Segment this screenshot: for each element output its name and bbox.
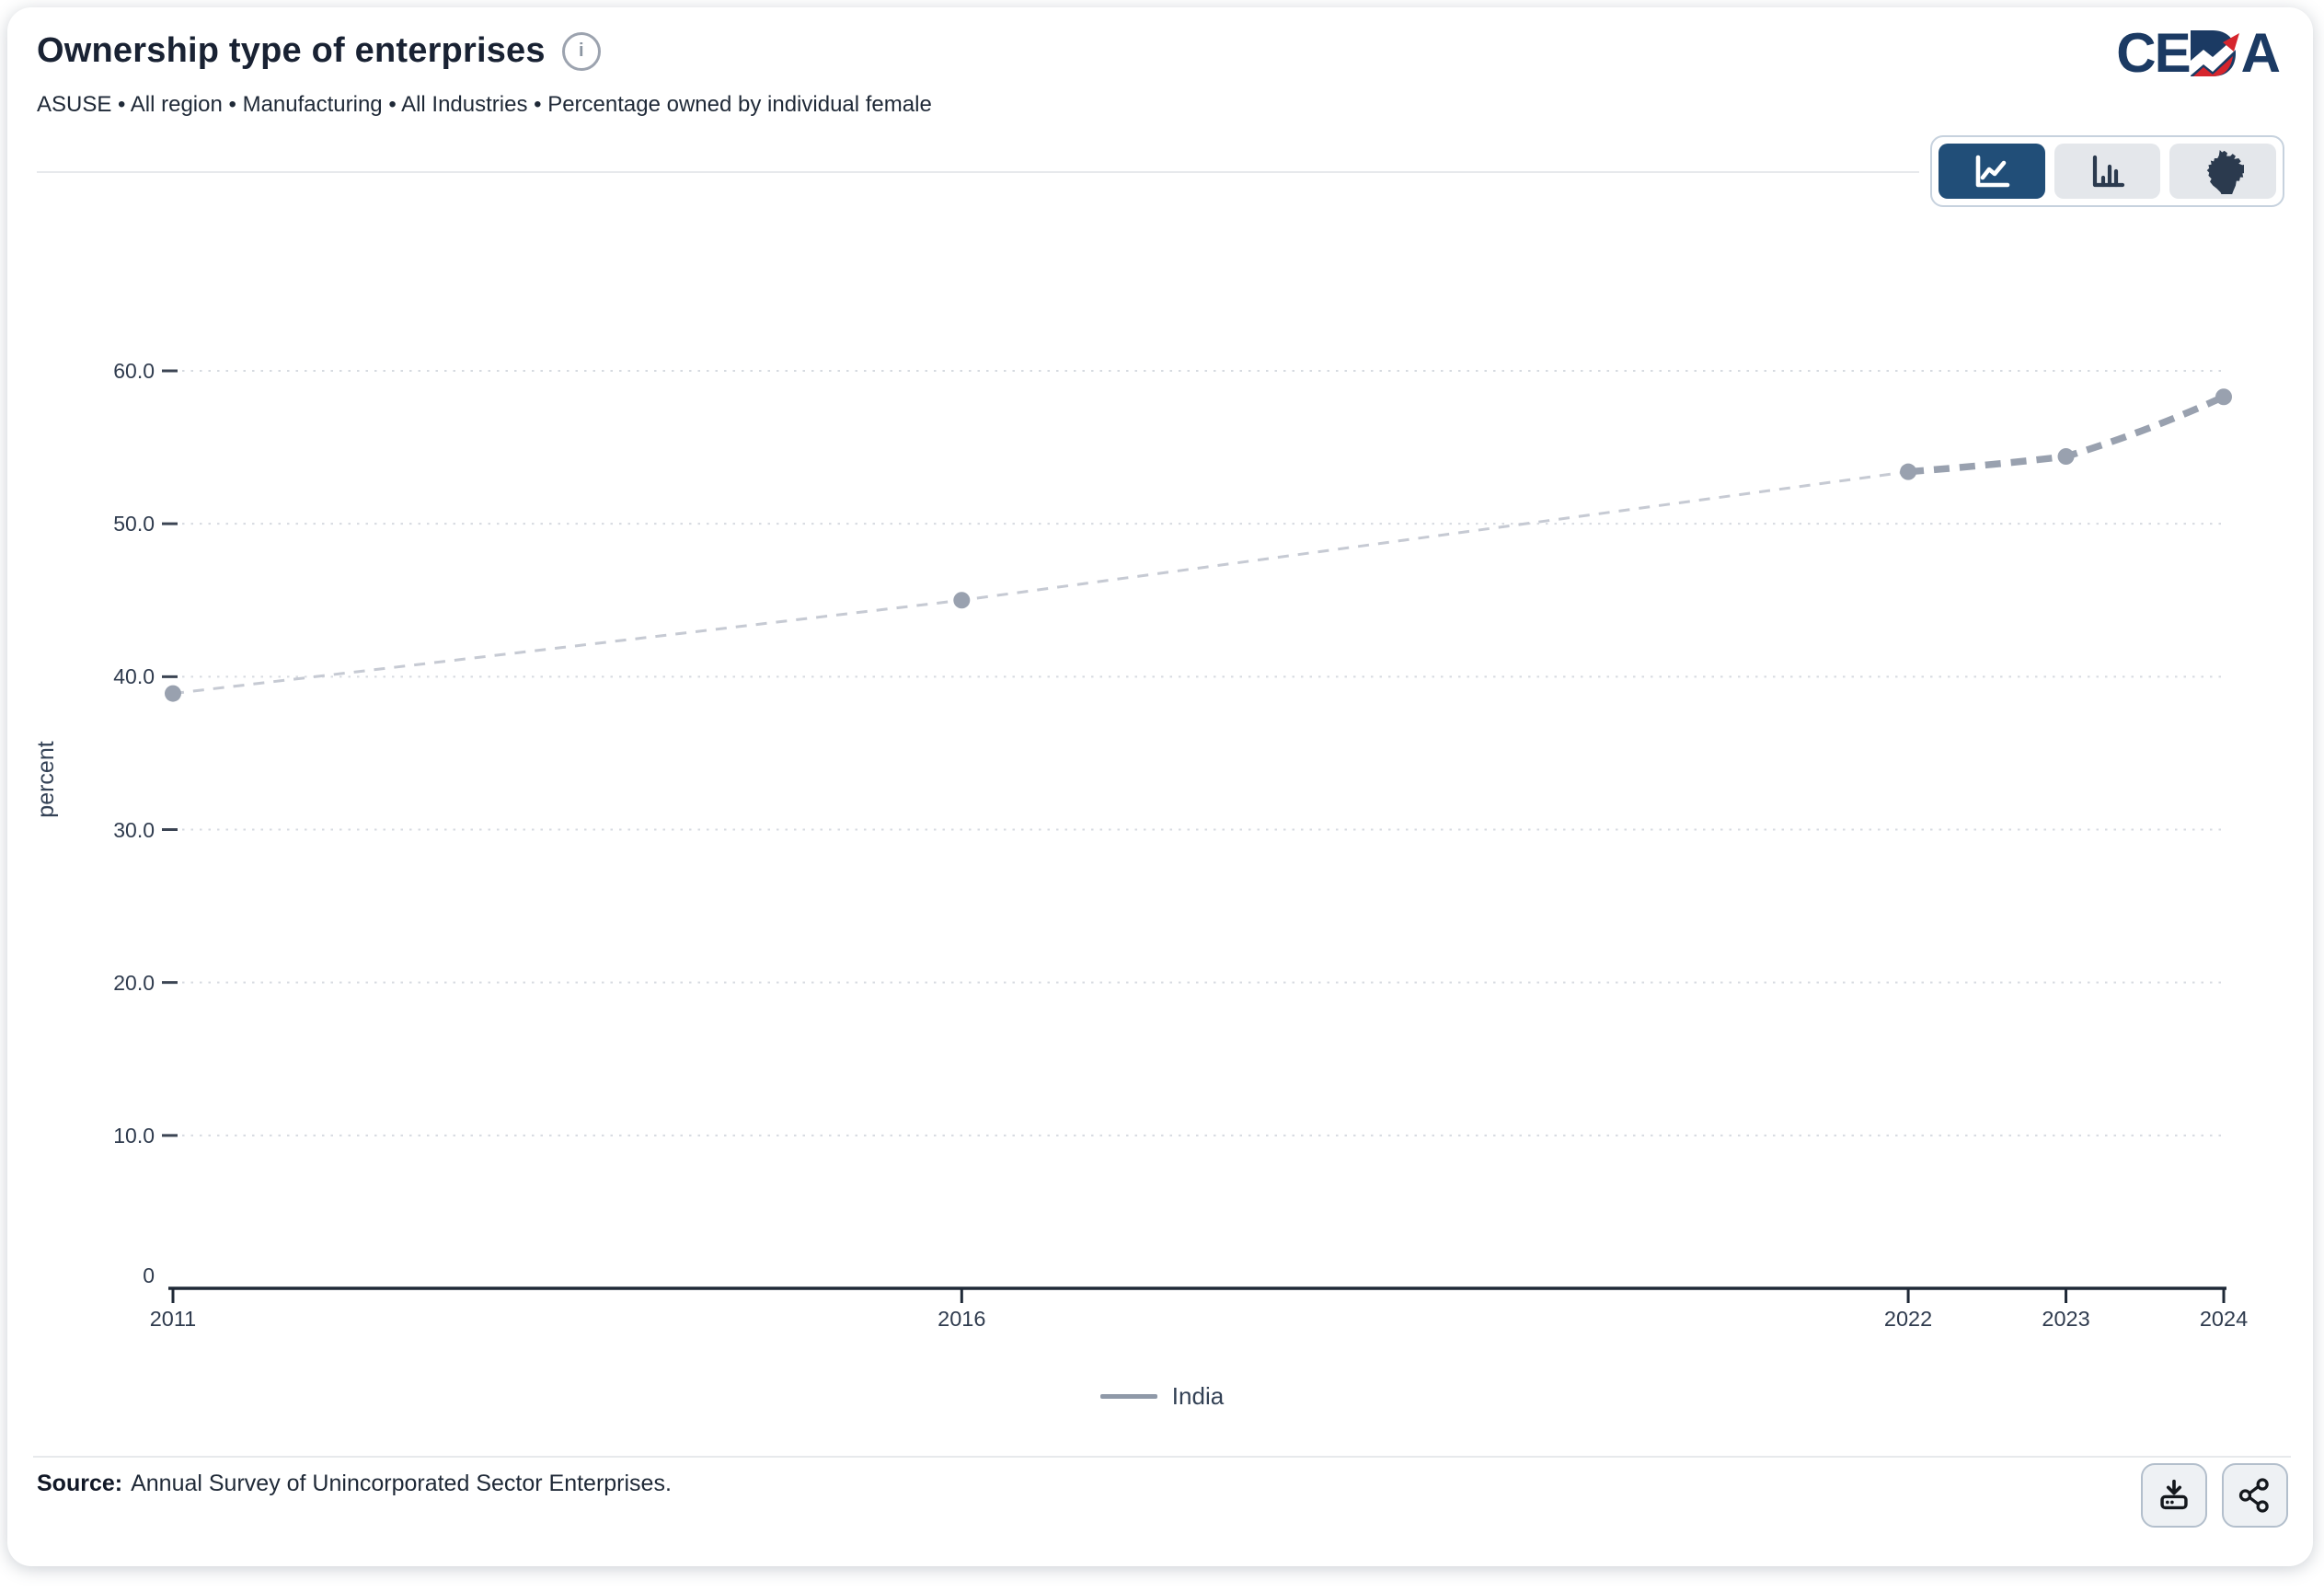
footer-divider (33, 1456, 2291, 1458)
bar-chart-icon (2092, 155, 2124, 188)
bar-chart-button[interactable] (2054, 144, 2161, 199)
ceda-logo[interactable]: CE A (2116, 22, 2281, 84)
data-point (1900, 463, 1917, 480)
header-divider (37, 171, 1919, 173)
share-icon (2238, 1478, 2269, 1513)
info-icon[interactable]: i (561, 31, 601, 71)
legend-item-india[interactable]: India (1099, 1382, 1225, 1411)
data-point (953, 592, 971, 609)
data-point (2057, 448, 2075, 466)
chart-type-toggle-group (1930, 135, 2284, 207)
line-chart-icon (1975, 155, 2010, 188)
chart-card (7, 7, 2313, 1566)
source-line: Source: Annual Survey of Unincorporated S… (37, 1471, 672, 1497)
india-map-icon (2206, 150, 2245, 194)
source-label: Source: (37, 1471, 123, 1496)
page-title: Ownership type of enterprises (37, 31, 546, 70)
legend-line-swatch (1099, 1394, 1157, 1399)
source-text: Annual Survey of Unincorporated Sector E… (131, 1471, 672, 1496)
share-button[interactable] (2222, 1463, 2288, 1528)
logo-text-a: A (2240, 22, 2281, 84)
y-axis-title: percent (33, 741, 59, 818)
download-icon (2160, 1479, 2188, 1510)
line-chart-button[interactable] (1939, 144, 2045, 199)
map-view-button[interactable] (2169, 144, 2277, 199)
chart-filters-breadcrumb: ASUSE • All region • Manufacturing • All… (37, 92, 932, 117)
data-point (2215, 388, 2232, 406)
logo-text-ce: CE (2116, 22, 2191, 84)
chart-legend: India (0, 1382, 2324, 1411)
download-button[interactable] (2141, 1463, 2207, 1528)
logo-d-arrow-icon (2190, 30, 2239, 76)
legend-label: India (1171, 1382, 1225, 1410)
data-point (165, 685, 181, 702)
series-line-older (172, 470, 1909, 696)
